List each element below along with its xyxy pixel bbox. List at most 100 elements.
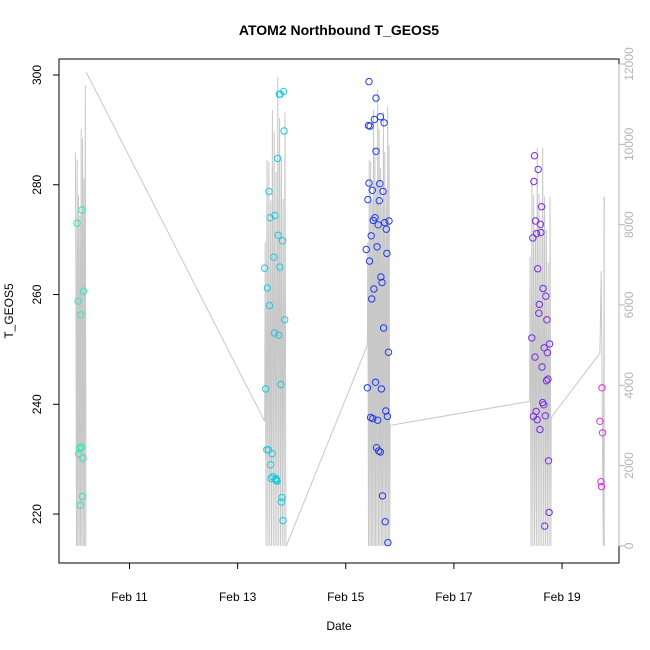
data-point — [535, 300, 543, 309]
data-point — [368, 186, 376, 195]
y-tick-label: 300 — [30, 65, 44, 85]
data-point — [368, 295, 376, 303]
data-point — [366, 122, 374, 130]
y2-tick-label: 8000 — [622, 211, 636, 238]
altitude-trace-segment — [74, 85, 87, 547]
data-point — [273, 477, 281, 485]
points-layer — [73, 77, 607, 547]
data-point — [597, 482, 606, 491]
x-tick-label: Feb 19 — [543, 590, 581, 604]
chart-title: ATOM2 Northbound T_GEOS5 — [239, 22, 439, 38]
data-point — [370, 115, 379, 124]
data-point — [383, 249, 391, 258]
data-point — [276, 263, 284, 271]
data-point — [268, 450, 276, 458]
data-point — [371, 214, 379, 222]
data-point — [598, 384, 606, 392]
y2-tick-label: 0 — [622, 542, 636, 549]
data-point — [266, 214, 274, 222]
data-point — [78, 206, 86, 214]
data-point — [376, 180, 384, 188]
data-point — [273, 154, 282, 163]
data-point — [376, 113, 385, 121]
data-point — [541, 412, 549, 420]
data-point — [365, 77, 373, 86]
data-point — [76, 444, 84, 452]
data-point — [270, 253, 278, 261]
y2-tick-label: 2000 — [622, 452, 636, 479]
data-point — [278, 493, 286, 502]
data-point — [266, 461, 275, 469]
x-tick-label: Feb 11 — [111, 590, 148, 604]
x-axis-label: Date — [326, 619, 352, 633]
data-point — [532, 229, 541, 238]
data-point — [262, 385, 270, 393]
data-point — [267, 474, 275, 483]
data-point — [270, 329, 279, 337]
x-tick-label: Feb 13 — [219, 590, 257, 604]
data-point — [598, 429, 607, 437]
altitude-trace-segment — [366, 89, 391, 546]
data-point — [373, 243, 381, 251]
data-point — [280, 127, 288, 135]
data-point — [281, 316, 289, 324]
data-point — [379, 324, 388, 332]
data-point — [362, 245, 370, 254]
data-point — [263, 284, 272, 292]
data-point — [261, 264, 269, 272]
data-point — [378, 492, 387, 500]
y2-tick-label: 10000 — [622, 127, 636, 161]
data-point — [77, 443, 86, 451]
data-point — [264, 446, 273, 454]
altitude-transit-line — [390, 400, 530, 426]
data-point — [75, 450, 83, 458]
altitude-trace-segment — [264, 77, 287, 547]
data-point — [536, 425, 544, 434]
data-point — [76, 501, 85, 509]
data-point — [277, 380, 285, 389]
y2-axis: 0 2000 4000 6000 8000 10000 12000 — [618, 47, 636, 549]
data-point — [534, 165, 542, 174]
data-point — [531, 353, 539, 361]
data-point — [382, 225, 390, 233]
data-point — [541, 522, 549, 530]
y2-tick-label: 6000 — [622, 291, 636, 318]
data-point — [371, 378, 380, 386]
altitude-trace-segment — [529, 147, 552, 546]
data-point — [529, 234, 537, 242]
data-point — [542, 292, 550, 300]
data-point — [74, 297, 82, 305]
data-point — [545, 508, 553, 517]
data-point — [374, 416, 382, 424]
data-point — [275, 331, 283, 339]
data-point — [383, 412, 392, 421]
y-tick-label: 220 — [30, 504, 44, 524]
x-axis: Feb 11 Feb 13 Feb 15 Feb 17 Feb 19 — [111, 562, 581, 604]
data-point — [531, 217, 540, 225]
data-point — [530, 177, 538, 186]
data-point — [278, 237, 287, 245]
data-point — [274, 231, 282, 240]
data-point — [377, 273, 385, 281]
data-point — [77, 311, 85, 319]
data-point — [374, 221, 382, 229]
y-tick-label: 260 — [30, 284, 44, 304]
data-point — [596, 417, 604, 425]
data-point — [533, 416, 541, 424]
y-tick-label: 240 — [30, 394, 44, 414]
data-point — [535, 309, 543, 317]
data-point — [378, 278, 386, 287]
data-point — [277, 498, 286, 506]
data-point — [363, 384, 372, 392]
data-point — [79, 287, 88, 295]
data-point — [376, 448, 385, 456]
data-point — [370, 285, 378, 293]
data-point — [384, 348, 393, 356]
data-point — [265, 301, 274, 310]
y-axis: 220 240 260 280 300 — [30, 65, 60, 524]
data-point — [384, 538, 392, 547]
data-point — [545, 340, 554, 348]
data-point — [540, 401, 548, 409]
y-tick-label: 280 — [30, 174, 44, 194]
